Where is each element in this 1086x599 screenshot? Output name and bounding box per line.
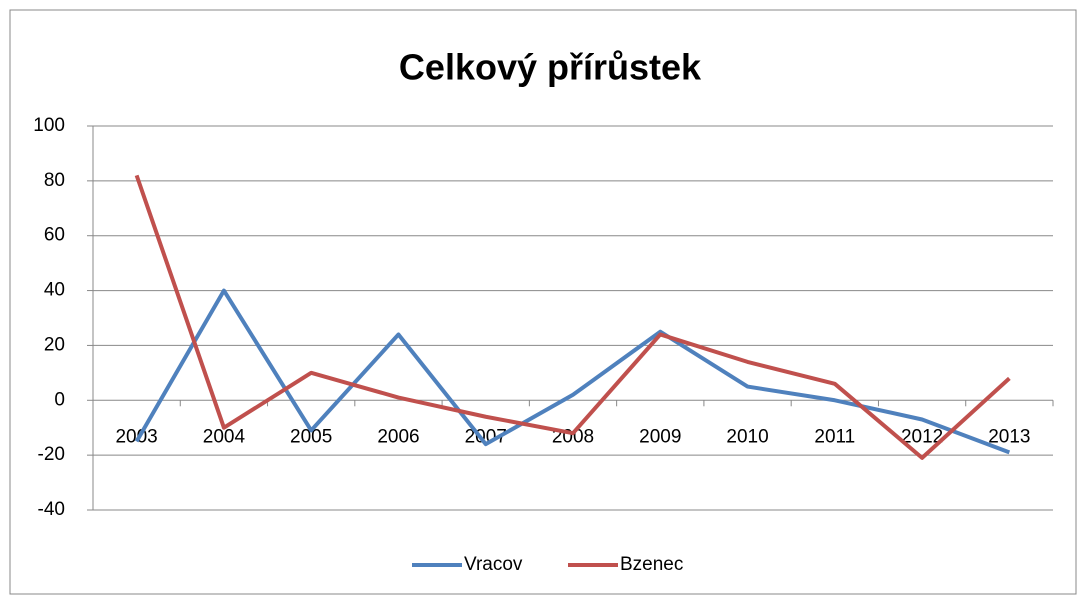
x-tick-label: 2006 [377, 426, 419, 447]
x-tick-label: 2011 [814, 426, 855, 447]
y-tick-label: 0 [54, 389, 65, 410]
x-tick-label: 2013 [988, 426, 1030, 447]
chart-title: Celkový přírůstek [399, 47, 702, 88]
y-tick-label: 80 [44, 170, 65, 191]
y-tick-label: 20 [44, 334, 65, 355]
chart-border [9, 9, 1077, 595]
x-tick-label: 2010 [726, 426, 768, 447]
x-tick-label: 2005 [290, 426, 332, 447]
y-tick-label: 60 [44, 225, 65, 246]
x-tick-label: 2012 [901, 426, 943, 447]
y-tick-label: -40 [38, 499, 65, 520]
x-tick-label: 2004 [203, 426, 246, 447]
x-tick-label: 2003 [115, 426, 157, 447]
series-line [134, 174, 1011, 460]
y-tick-label: -20 [38, 444, 65, 465]
legend-label: Vracov [464, 554, 523, 575]
y-tick-label: 40 [44, 280, 65, 301]
x-tick-label: 2009 [639, 426, 681, 447]
y-tick-label: 100 [33, 115, 65, 136]
legend-label: Bzenec [620, 554, 683, 575]
